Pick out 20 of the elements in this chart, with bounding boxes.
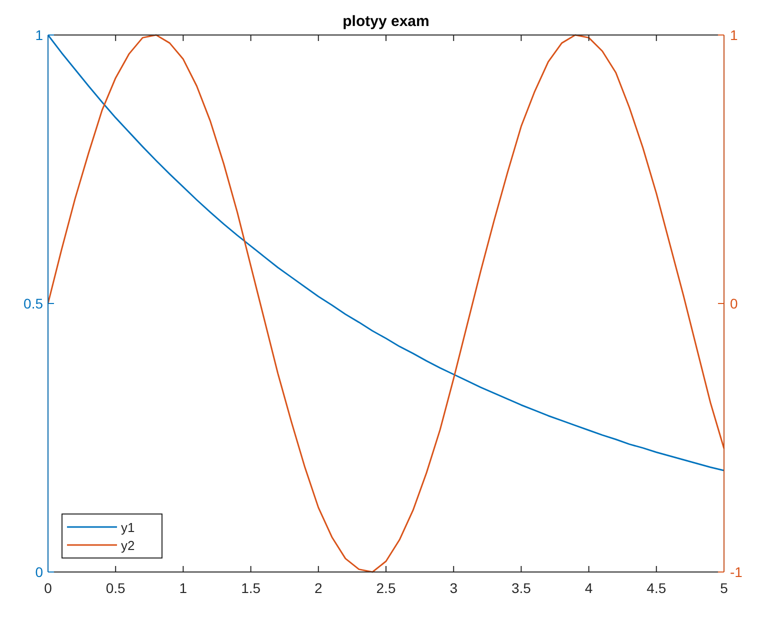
y2-tick-label: 1 bbox=[730, 27, 738, 43]
x-tick-label: 2 bbox=[314, 580, 322, 596]
y-tick-label: 1 bbox=[35, 27, 44, 43]
x-tick-label: 1 bbox=[179, 580, 188, 596]
chart-title: plotyy exam bbox=[342, 13, 430, 30]
x-tick-label: 1.5 bbox=[241, 580, 261, 596]
y-tick-label: 0.5 bbox=[24, 296, 44, 312]
legend-label: y1 bbox=[121, 520, 135, 535]
legend-label: y2 bbox=[121, 538, 135, 553]
y-tick-label: 0 bbox=[35, 564, 44, 580]
x-tick-label: 5 bbox=[720, 580, 728, 596]
y2-tick-label: 0 bbox=[730, 296, 738, 312]
line-series bbox=[47, 34, 725, 573]
x-tick-label: 3.5 bbox=[511, 580, 532, 596]
x-tick-label: 3 bbox=[450, 580, 458, 596]
x-tick-label: 2.5 bbox=[376, 580, 396, 596]
x-tick-label: 0.5 bbox=[106, 580, 126, 596]
x-tick-label: 4.5 bbox=[646, 580, 666, 596]
x-tick-label: 4 bbox=[584, 580, 593, 596]
y2-tick-label: -1 bbox=[730, 564, 743, 580]
